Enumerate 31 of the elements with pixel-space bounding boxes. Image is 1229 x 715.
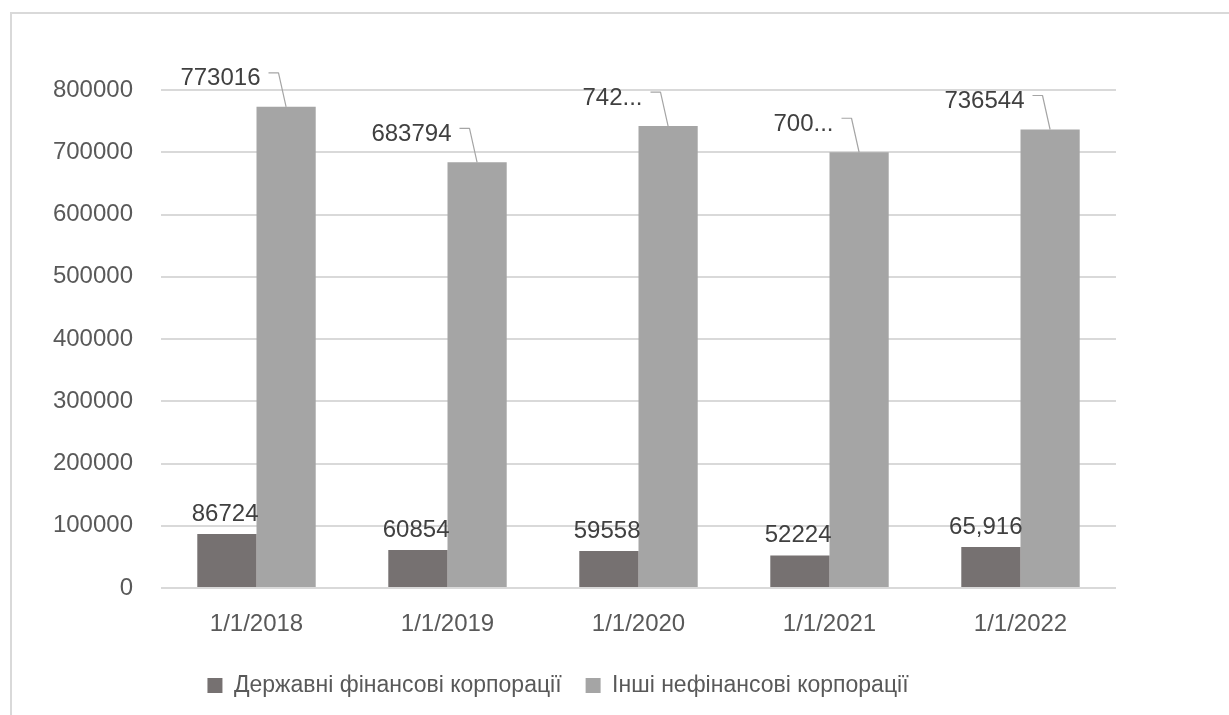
data-label: 736544 [944,86,1025,114]
y-tick-label: 200000 [52,448,133,476]
legend-label: Інші нефінансові корпорації [612,670,910,697]
y-tick-label: 400000 [52,323,133,351]
x-tick-label: 1/1/2019 [400,609,495,637]
data-label: 700... [773,108,834,136]
y-tick-label: 0 [119,572,133,600]
legend-label: Державні фінансові корпорації [233,670,563,697]
data-label: 59558 [573,515,641,543]
x-tick-label: 1/1/2018 [209,609,304,637]
bar [961,546,1021,587]
data-label: 52224 [764,520,832,548]
data-label: 65,916 [949,511,1023,539]
bar [388,550,448,587]
data-label: 60854 [382,514,450,542]
y-tick-label: 800000 [52,74,133,102]
y-tick-label: 500000 [52,261,133,289]
data-label: 683794 [371,118,452,146]
bar [579,550,639,587]
bar [770,555,830,587]
data-label: 86724 [191,498,259,526]
data-label: 742... [582,82,643,110]
x-tick-label: 1/1/2022 [973,609,1068,637]
y-tick-label: 100000 [52,510,133,538]
y-tick-label: 600000 [52,199,133,227]
x-tick-label: 1/1/2020 [591,609,686,637]
bar [197,534,257,587]
y-tick-label: 700000 [52,136,133,164]
x-tick-label: 1/1/2021 [782,609,877,637]
data-label: 773016 [180,63,261,91]
y-tick-label: 300000 [52,385,133,413]
